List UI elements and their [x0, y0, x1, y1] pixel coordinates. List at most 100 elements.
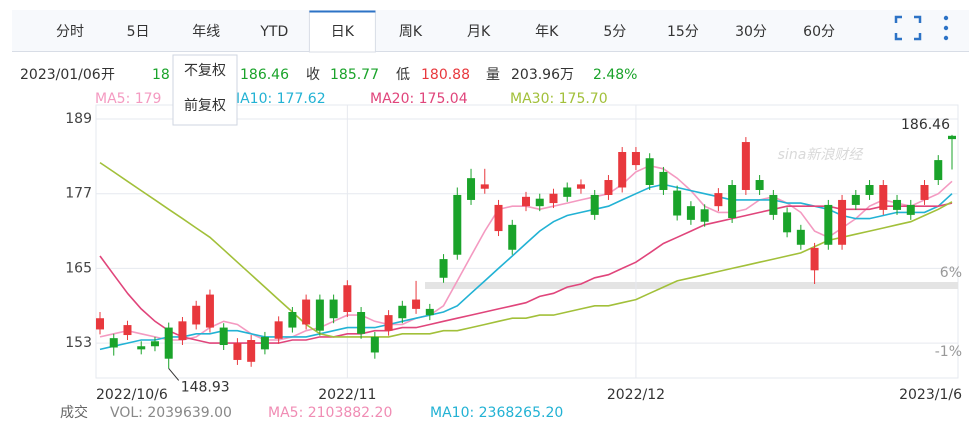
candle-body [192, 305, 201, 325]
candle-body [728, 185, 737, 218]
y-tick-label: 153 [65, 335, 92, 351]
info-item: 180.88 [421, 67, 470, 83]
candle-body [522, 196, 530, 207]
legend-entry: MA5: 179 [95, 91, 161, 107]
candle-body [480, 184, 489, 189]
candle-body [205, 294, 214, 328]
candle-body [563, 187, 572, 197]
tab[interactable]: 月K [467, 24, 491, 40]
high-annotation: 186.46 [901, 117, 950, 133]
volume-info: 成交 VOL: 2039639.00 MA5: 2103882.20 MA10: 23… [60, 404, 563, 421]
x-tick-label: 2023/1/6 [899, 387, 962, 403]
candle-body [686, 206, 695, 220]
ma-line [99, 161, 953, 338]
candle-body [467, 178, 476, 200]
candle-body [123, 325, 132, 336]
info-item: 185.77 [330, 67, 379, 83]
tab[interactable]: 5日 [127, 24, 150, 40]
tab-label: 15分 [667, 24, 699, 40]
candle-body [384, 315, 393, 331]
tabs: 分时 5日 年线 YTD 日K 周K 月K 年K 5分 15分 30分 60分 [56, 10, 835, 53]
tab-bar [12, 10, 969, 52]
candle-body [343, 285, 352, 313]
tab[interactable]: 30分 [735, 24, 767, 40]
tab-label: 年K [535, 24, 559, 40]
candle-body [233, 343, 242, 360]
tab[interactable]: 年K [535, 24, 559, 40]
tab-label: 30分 [735, 24, 767, 40]
x-tick-label: 2022/12 [607, 387, 665, 403]
legend-entry: MA30: 175.70 [510, 91, 608, 107]
candle-body [329, 299, 338, 319]
dot [943, 35, 949, 41]
candle-body [178, 321, 187, 341]
candle-body [549, 193, 558, 204]
candle-body [398, 305, 407, 319]
y-tick-label: 189 [65, 111, 92, 127]
candle-body [769, 194, 778, 215]
candle-body [618, 152, 627, 188]
candle-body [150, 341, 159, 347]
candle-body [260, 336, 269, 350]
candle-body [274, 321, 283, 339]
ma-legend: MA5: 179 MA10: 177.62 MA20: 175.04 MA30: 17… [95, 91, 608, 107]
candle-body [948, 135, 956, 140]
x-tick-label: 2022/10/6 [96, 387, 168, 403]
tab[interactable]: 周K [399, 24, 423, 40]
info-item: 收 [306, 67, 320, 83]
tab[interactable]: 日K [308, 10, 376, 53]
candle-body [576, 184, 585, 189]
candle-body [631, 152, 640, 166]
candle-body [590, 194, 599, 215]
candle-body [604, 180, 613, 195]
y2-tick-label: 6% [940, 265, 962, 281]
tab[interactable]: 5分 [603, 24, 626, 40]
candle-body [659, 171, 668, 190]
fullscreen-icon[interactable] [894, 15, 922, 41]
watermark: sina新浪财经 [778, 147, 865, 163]
tab[interactable]: 年线 [192, 24, 220, 40]
candle-body [96, 318, 104, 330]
candle-body [824, 204, 833, 245]
info-item: 203.96万 [511, 67, 574, 83]
info-item: 2.48% [593, 67, 637, 83]
menu-box [172, 54, 238, 126]
reference-band [425, 282, 958, 289]
candle-body [810, 247, 819, 271]
menu-item[interactable]: 前复权 [184, 97, 226, 114]
candle-body [315, 299, 324, 331]
candle-body [453, 194, 462, 255]
candle-body [741, 142, 750, 190]
info-item: 186.46 [240, 67, 289, 83]
candle-body [796, 229, 805, 245]
volume-item: MA5: 2103882.20 [268, 405, 392, 421]
ma-line [99, 202, 953, 344]
candle-body [412, 299, 421, 309]
tab[interactable]: 60分 [803, 24, 835, 40]
low-pointer [168, 368, 180, 381]
tab[interactable]: YTD [259, 24, 288, 40]
more-icon[interactable] [943, 15, 949, 41]
menu-item[interactable]: 不复权 [184, 62, 226, 79]
candle-body [164, 327, 173, 359]
tab-label: 60分 [803, 24, 835, 40]
info-item: 量 [486, 67, 500, 83]
tab[interactable]: 15分 [667, 24, 699, 40]
candle-body [934, 160, 943, 181]
tab-label: 5日 [127, 24, 150, 40]
candle-body [893, 199, 902, 210]
candle-body [302, 299, 311, 325]
candle-body [494, 204, 503, 232]
y-tick-label: 165 [65, 260, 92, 276]
tab[interactable]: 分时 [56, 24, 84, 40]
x-tick-label: 2022/11 [318, 387, 376, 403]
candle-body [879, 185, 888, 210]
candle-body [137, 346, 146, 350]
low-annotation: 148.93 [181, 379, 230, 395]
info-item: 低 [396, 67, 410, 83]
candle-body [755, 180, 764, 190]
candle-body [425, 308, 434, 316]
candle-body [370, 336, 379, 353]
